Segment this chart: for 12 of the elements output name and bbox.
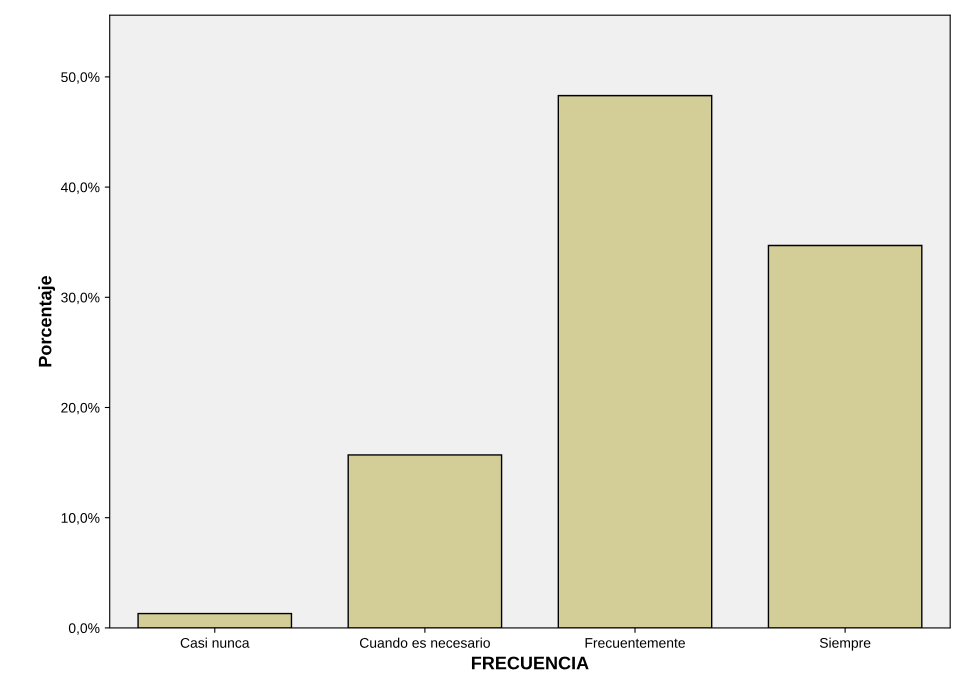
y-axis-title: Porcentaje: [38, 276, 56, 366]
x-tick-label: Siempre: [820, 638, 870, 651]
y-tick-label: 30,0%: [61, 292, 100, 304]
y-tick-label: 10,0%: [62, 513, 100, 525]
y-tick-label: 20,0%: [61, 402, 100, 414]
x-tick-label: Cuando es necesario: [360, 638, 490, 648]
x-tick-label: Frecuentemente: [586, 638, 685, 648]
y-tick-label: 40,0%: [60, 182, 100, 194]
y-tick-label: 50,0%: [61, 72, 100, 84]
x-tick-label: Casi nunca: [180, 638, 250, 648]
x-axis-title: FRECUENCIA: [472, 656, 589, 670]
y-tick-label: 0,0%: [68, 623, 100, 635]
